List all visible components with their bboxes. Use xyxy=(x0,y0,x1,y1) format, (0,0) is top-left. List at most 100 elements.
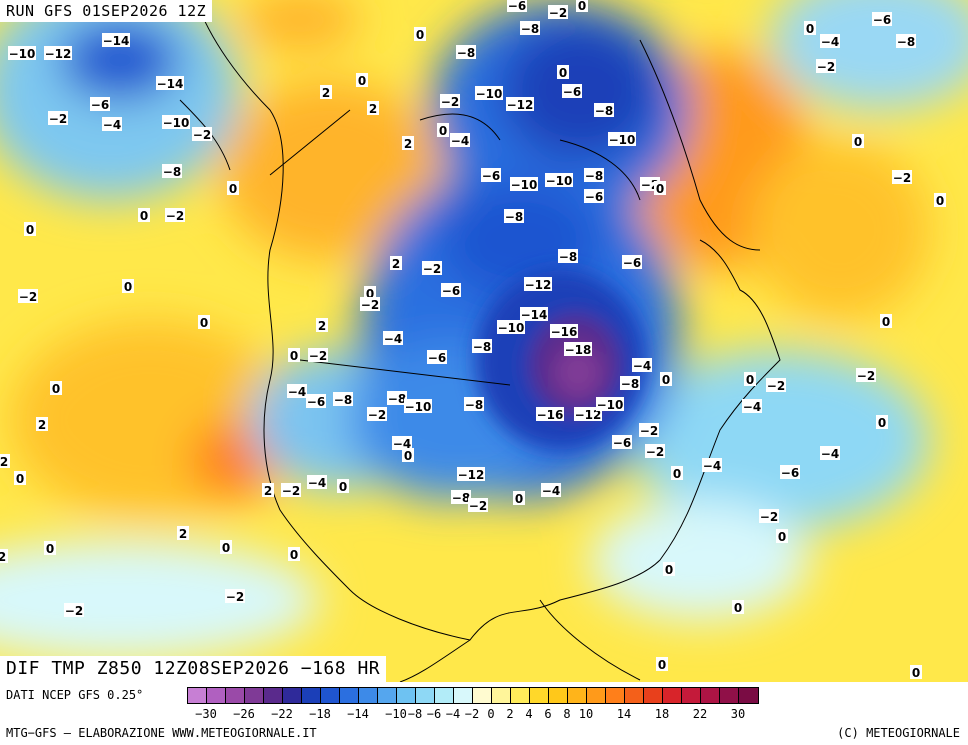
contour-label: −12 xyxy=(524,277,552,292)
map-canvas: −10 −12−14−14−6−2 −4 −10−2−800 −20−20022020−… xyxy=(0,0,968,682)
contour-label: 0 xyxy=(732,600,744,615)
contour-label-text: −6 xyxy=(781,466,799,480)
contour-label: 0 xyxy=(437,123,449,138)
contour-label: −4 xyxy=(383,331,403,346)
contour-label: −12 xyxy=(44,46,72,61)
color-swatch xyxy=(188,688,207,703)
contour-label: −2 xyxy=(766,378,786,393)
scale-tick-label: 8 xyxy=(563,707,571,721)
contour-label-text: 0 xyxy=(662,373,670,387)
contour-label: −6 xyxy=(441,283,461,298)
contour-label-text: −2 xyxy=(441,95,459,109)
contour-label-text: −14 xyxy=(521,308,548,322)
contour-label-text: 0 xyxy=(290,548,298,562)
contour-label-text: −2 xyxy=(469,499,487,513)
contour-label-text: 0 xyxy=(778,530,786,544)
contour-label: −6 xyxy=(306,394,326,409)
color-swatch xyxy=(492,688,511,703)
contour-label-text: 0 xyxy=(665,563,673,577)
contour-label: −4 xyxy=(820,446,840,461)
contour-label: −14 xyxy=(156,76,184,91)
contour-label: 0 xyxy=(576,0,588,13)
scale-tick-label: 6 xyxy=(544,707,552,721)
contour-label-text: 0 xyxy=(936,194,944,208)
color-swatch xyxy=(511,688,530,703)
contour-label: −10 xyxy=(497,320,525,335)
contour-label-text: 0 xyxy=(882,315,890,329)
contour-label-text: −6 xyxy=(623,256,641,270)
contour-label: 0 xyxy=(804,21,816,36)
data-source-label: DATI NCEP GFS 0.25° xyxy=(6,688,144,702)
contour-label: −8 xyxy=(333,392,353,407)
contour-label: 0 xyxy=(744,372,756,387)
contour-label-text: 0 xyxy=(366,287,374,301)
contour-label: 0 xyxy=(654,181,666,196)
contour-label-text: 0 xyxy=(578,0,586,13)
scale-tick-label: −30 xyxy=(195,707,217,721)
contour-label: −8 xyxy=(584,168,604,183)
contour-label-text: 0 xyxy=(124,280,132,294)
color-swatch xyxy=(606,688,625,703)
color-swatch xyxy=(587,688,606,703)
contour-label-text: 0 xyxy=(746,373,754,387)
contour-label-text: −2 xyxy=(857,369,875,383)
contour-label: −2 xyxy=(548,5,568,20)
contour-label-text: −6 xyxy=(428,351,446,365)
color-swatch xyxy=(378,688,397,703)
contour-label-text: 2 xyxy=(369,102,377,116)
contour-label-text: −4 xyxy=(743,400,761,414)
color-swatch xyxy=(340,688,359,703)
contour-label: −16 xyxy=(550,324,578,339)
scale-tick-label: −2 xyxy=(464,707,480,721)
contour-label: −12 xyxy=(457,467,485,482)
contour-label-text: −2 xyxy=(549,6,567,20)
contour-label: −8 xyxy=(558,249,578,264)
contour-label: −6 xyxy=(622,255,642,270)
contour-label: −2 xyxy=(440,94,460,109)
contour-label-text: −12 xyxy=(458,468,485,482)
contour-labels: −10 −12−14−14−6−2 −4 −10−2−800 −20−20022020−… xyxy=(0,0,946,680)
contour-label-text: −4 xyxy=(703,459,721,473)
contour-label-text: 0 xyxy=(229,182,237,196)
contour-label-text: 0 xyxy=(358,74,366,88)
contour-label-text: −12 xyxy=(45,47,72,61)
color-swatch xyxy=(264,688,283,703)
contour-label: −4 xyxy=(742,399,762,414)
contour-label: 0 xyxy=(14,471,26,486)
contour-label-text: −8 xyxy=(897,35,915,49)
contour-label: 0 xyxy=(138,208,150,223)
contour-label: −12 xyxy=(574,407,602,422)
contour-label: −4 xyxy=(102,117,122,132)
contour-label-text: −6 xyxy=(482,169,500,183)
contour-label: −2 xyxy=(856,368,876,383)
contour-label: −10 xyxy=(545,173,573,188)
contour-label: 2 xyxy=(390,256,402,271)
scale-tick-label: −6 xyxy=(426,707,442,721)
scale-tick-label: 4 xyxy=(525,707,533,721)
contour-label: 0 xyxy=(356,73,368,88)
contour-label-text: −6 xyxy=(508,0,526,13)
contour-label-text: −8 xyxy=(521,22,539,36)
contour-label-text: 0 xyxy=(439,124,447,138)
contour-label: −2 xyxy=(892,170,912,185)
contour-label-text: −4 xyxy=(308,476,326,490)
contour-label-text: −8 xyxy=(465,398,483,412)
contour-label: 0 xyxy=(414,27,426,42)
contour-label: 2 xyxy=(320,85,332,100)
contour-label-text: 0 xyxy=(46,542,54,556)
color-swatch xyxy=(568,688,587,703)
contour-label: −2 xyxy=(360,297,380,312)
contour-label-text: 0 xyxy=(673,467,681,481)
contour-label: −4 xyxy=(287,384,307,399)
footer: DATI NCEP GFS 0.25° −30 −26 −22 −18 −14 −10 −8… xyxy=(0,682,968,745)
contour-label-text: 0 xyxy=(806,22,814,36)
contour-label-text: −2 xyxy=(166,209,184,223)
contour-label: −2 xyxy=(422,261,442,276)
scale-tick-label: −18 xyxy=(309,707,331,721)
contour-label-text: −12 xyxy=(507,98,534,112)
contour-label: −18 xyxy=(564,342,592,357)
contour-label-text: 2 xyxy=(264,484,272,498)
contour-label: −4 xyxy=(702,458,722,473)
contour-label: 0 xyxy=(660,372,672,387)
contour-label-text: −14 xyxy=(157,77,184,91)
